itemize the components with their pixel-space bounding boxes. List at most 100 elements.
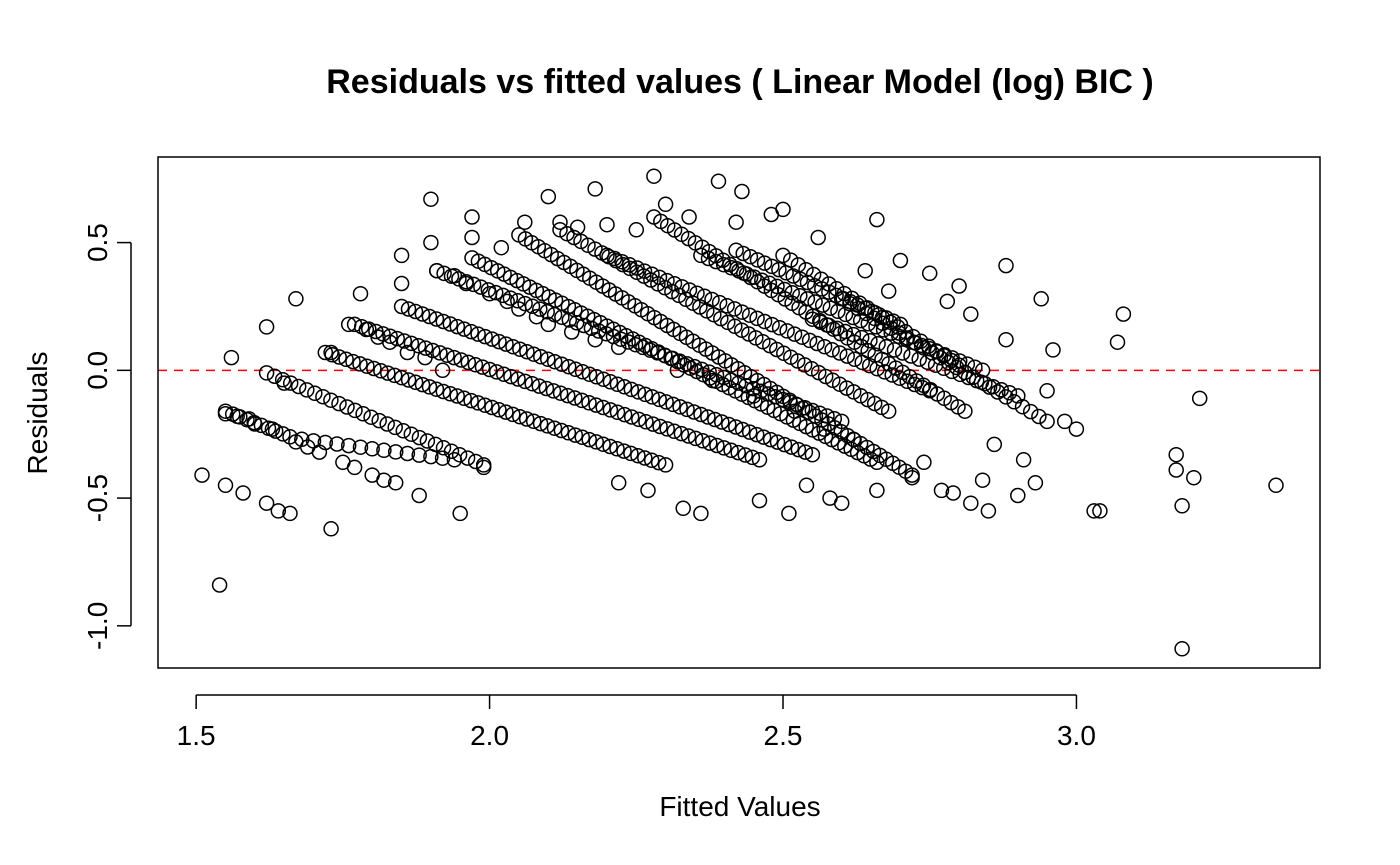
data-point: [1168, 462, 1184, 478]
data-point: [553, 422, 570, 439]
data-point: [728, 419, 744, 435]
data-point: [781, 505, 797, 522]
data-point: [505, 338, 521, 355]
data-point: [246, 414, 262, 431]
data-point: [921, 265, 938, 282]
data-point: [771, 320, 788, 336]
x-tick-label: 2.0: [470, 720, 509, 751]
data-point: [621, 257, 638, 273]
data-point: [704, 291, 720, 308]
data-point: [463, 323, 479, 340]
data-point: [459, 450, 476, 466]
data-point: [323, 392, 339, 408]
data-point: [539, 304, 555, 320]
data-point: [411, 429, 428, 446]
data-point: [253, 417, 270, 434]
data-point: [799, 291, 816, 307]
data-point: [723, 372, 740, 389]
plot-area: [158, 168, 1320, 657]
data-point: [452, 505, 468, 522]
data-point: [290, 378, 307, 395]
data-point: [869, 482, 885, 499]
data-point: [738, 266, 755, 282]
data-point: [376, 442, 392, 459]
data-point: [882, 314, 898, 330]
data-point: [339, 399, 355, 415]
data-point: [839, 348, 855, 364]
data-point: [305, 433, 322, 449]
data-point: [811, 405, 828, 421]
data-point: [400, 372, 417, 388]
data-point: [540, 316, 557, 333]
data-point: [1027, 475, 1044, 491]
data-point: [491, 402, 507, 418]
data-point: [260, 420, 277, 437]
data-point: [629, 260, 645, 276]
y-axis-label: Residuals: [22, 352, 53, 475]
data-point: [475, 457, 492, 473]
data-point: [473, 279, 489, 295]
data-point: [1033, 291, 1049, 307]
data-point: [932, 349, 949, 366]
data-point: [525, 413, 542, 430]
data-point: [595, 371, 612, 388]
data-point: [786, 326, 803, 342]
data-point: [892, 252, 909, 269]
data-point: [762, 431, 779, 448]
data-point: [790, 441, 807, 458]
data-point: [532, 301, 548, 317]
data-point: [616, 443, 632, 459]
data-point: [307, 385, 323, 402]
data-point: [560, 425, 577, 441]
data-point: [477, 328, 493, 345]
data-point: [464, 229, 480, 246]
data-point: [963, 306, 979, 322]
data-point: [728, 214, 744, 230]
data-point: [512, 341, 528, 357]
data-point: [533, 348, 549, 365]
data-point: [866, 310, 883, 327]
data-point: [643, 452, 660, 469]
data-point: [776, 436, 793, 453]
data-point: [897, 324, 914, 340]
data-point: [637, 450, 653, 466]
data-point: [380, 365, 396, 381]
data-point: [829, 320, 845, 337]
data-point: [574, 429, 591, 446]
data-point: [998, 257, 1014, 274]
data-point: [779, 323, 795, 339]
data-point: [403, 426, 420, 442]
data-point: [495, 287, 511, 304]
data-point: [602, 374, 619, 390]
data-point: [517, 214, 533, 230]
data-point: [842, 295, 858, 312]
data-point: [595, 399, 611, 416]
data-point: [726, 301, 743, 317]
data-point: [331, 349, 347, 365]
data-point: [524, 298, 541, 315]
data-point: [346, 459, 363, 476]
data-point: [813, 271, 830, 288]
data-point: [429, 262, 445, 279]
data-point: [389, 330, 405, 347]
data-point: [353, 318, 370, 335]
data-point: [657, 196, 674, 213]
y-tick-label: -1.0: [82, 602, 113, 650]
data-point: [822, 300, 839, 316]
data-point: [769, 434, 786, 450]
data-point: [346, 316, 363, 333]
data-point: [595, 436, 611, 452]
y-tick-label: 0.5: [82, 223, 113, 262]
data-point: [936, 360, 952, 377]
data-point: [804, 311, 821, 327]
data-point: [609, 441, 625, 457]
data-point: [665, 396, 681, 413]
data-point: [853, 329, 870, 346]
data-point: [916, 340, 932, 356]
data-point: [870, 336, 886, 352]
data-point: [974, 472, 991, 488]
data-point: [916, 454, 932, 471]
data-point: [443, 443, 460, 460]
data-point: [211, 577, 228, 593]
plot-frame: [157, 156, 1321, 669]
